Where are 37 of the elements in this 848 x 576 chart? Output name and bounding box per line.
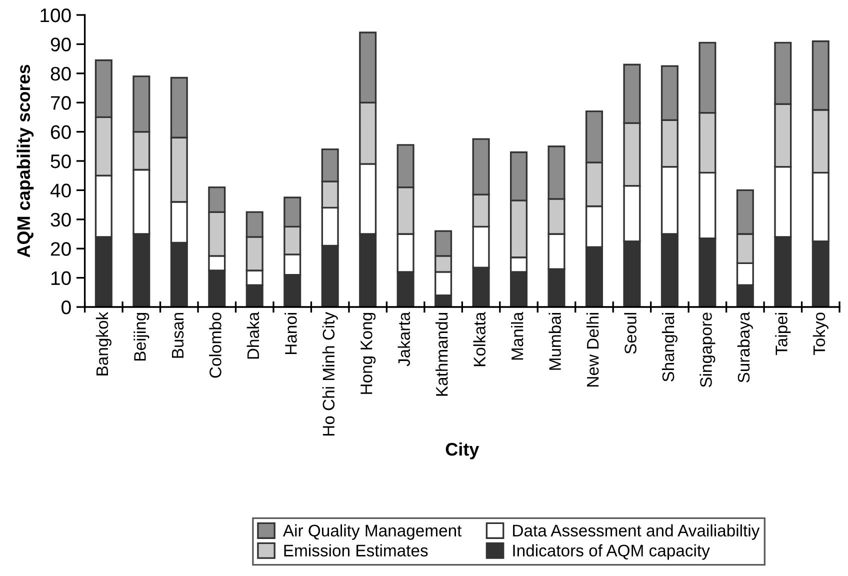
x-tick-label: Mumbai	[548, 312, 561, 370]
y-tick-label: 90	[50, 38, 71, 52]
x-tick-label: Kathmandu	[436, 312, 448, 396]
x-tick-label: Shanghai	[662, 312, 678, 382]
y-tick-label: 40	[50, 184, 71, 198]
x-tick-label: New Delhi	[586, 312, 599, 386]
x-tick-label: Busan	[172, 312, 184, 358]
y-tick-label: 30	[50, 212, 71, 227]
x-tick-label: Ho Chi Minh City	[322, 312, 338, 436]
y-tick-label: 70	[50, 96, 71, 110]
x-tick-label: Jakarta	[398, 312, 410, 366]
legend-label: Air Quality Management	[282, 524, 462, 540]
x-tick-label: Hanoi	[284, 312, 297, 354]
x-tick-label: Singapore	[700, 312, 716, 388]
y-tick-label: 50	[50, 154, 71, 168]
x-tick-label: Taipei	[775, 312, 791, 356]
y-tick-label: 100	[40, 8, 71, 22]
x-tick-label: Colombo	[209, 312, 222, 378]
y-tick-label: 10	[51, 271, 71, 286]
x-tick-label: Bangkok	[96, 312, 112, 376]
y-axis-title: AQM capability scores	[16, 64, 34, 258]
x-tick-label: Surabaya	[737, 312, 753, 382]
y-tick-label: 0	[62, 300, 71, 314]
legend-label: Indicators of AQM capacity	[513, 544, 710, 560]
y-tick-label: 60	[50, 125, 71, 140]
x-axis-title: City	[446, 442, 480, 460]
legend-label: Data Assessment and Availiabiltiy	[513, 524, 760, 540]
x-tick-label: Seoul	[624, 312, 636, 354]
y-tick-label: 20	[50, 242, 71, 256]
y-tick-label: 80	[50, 66, 71, 81]
legend-label: Emission Estimates	[284, 544, 428, 556]
x-tick-label: Hong Kong	[360, 312, 376, 394]
x-tick-label: Kolkata	[473, 312, 486, 366]
x-tick-label: Tokyo	[812, 312, 828, 356]
x-tick-label: Dhaka	[246, 312, 260, 359]
x-tick-label: Manila	[510, 312, 524, 360]
x-tick-label: Beijing	[134, 312, 150, 361]
